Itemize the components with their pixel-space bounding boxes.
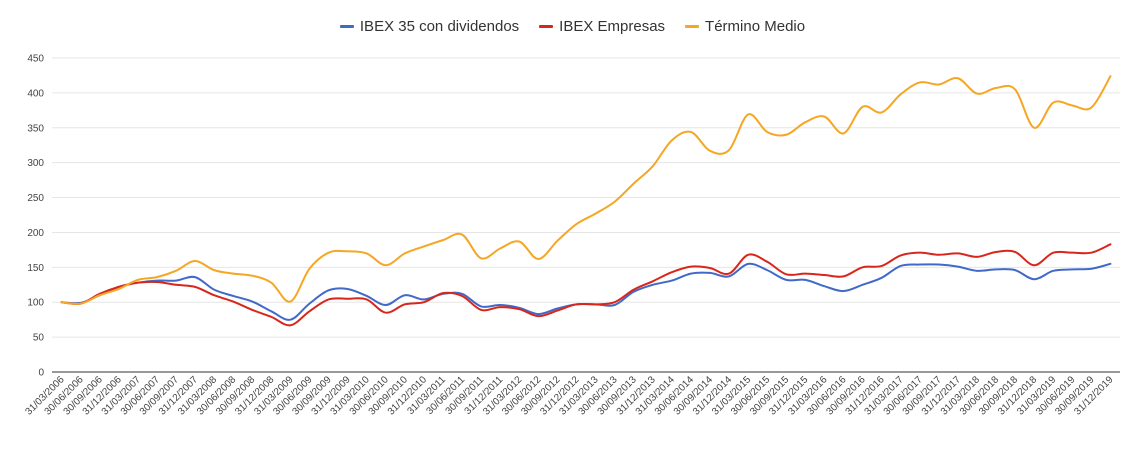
legend-label-termino-medio: Término Medio: [705, 18, 806, 35]
y-tick-label: 350: [27, 123, 44, 134]
legend: IBEX 35 con dividendos IBEX Empresas Tér…: [0, 18, 1145, 35]
series-lines: [60, 75, 1112, 327]
x-axis: 31/03/200630/06/200630/09/200631/12/2006…: [23, 374, 1115, 417]
legend-swatch-ibex-empresas: [539, 25, 554, 28]
y-tick-label: 100: [27, 298, 44, 309]
y-tick-label: 450: [27, 54, 44, 65]
y-tick-label: 50: [33, 333, 45, 344]
y-tick-label: 150: [27, 263, 44, 274]
series-line-ibex-empresas: [60, 243, 1112, 327]
legend-swatch-termino-medio: [685, 25, 700, 28]
legend-label-ibex35: IBEX 35 con dividendos: [359, 18, 520, 35]
y-axis: 0 50 100 150 200 250 300 350 400 450: [27, 54, 44, 379]
series-line-termino-medio: [60, 75, 1112, 305]
y-tick-label: 400: [27, 88, 44, 99]
y-tick-label: 0: [38, 368, 44, 379]
legend-item-ibex35[interactable]: IBEX 35 con dividendos: [339, 18, 520, 35]
legend-swatch-ibex35: [339, 25, 354, 28]
legend-item-ibex-empresas[interactable]: IBEX Empresas: [539, 18, 665, 35]
y-tick-label: 300: [27, 158, 44, 169]
y-tick-label: 200: [27, 228, 44, 239]
y-tick-label: 250: [27, 193, 44, 204]
legend-label-ibex-empresas: IBEX Empresas: [559, 18, 666, 35]
legend-item-termino-medio[interactable]: Término Medio: [685, 18, 805, 35]
grid-lines: [52, 57, 1120, 373]
